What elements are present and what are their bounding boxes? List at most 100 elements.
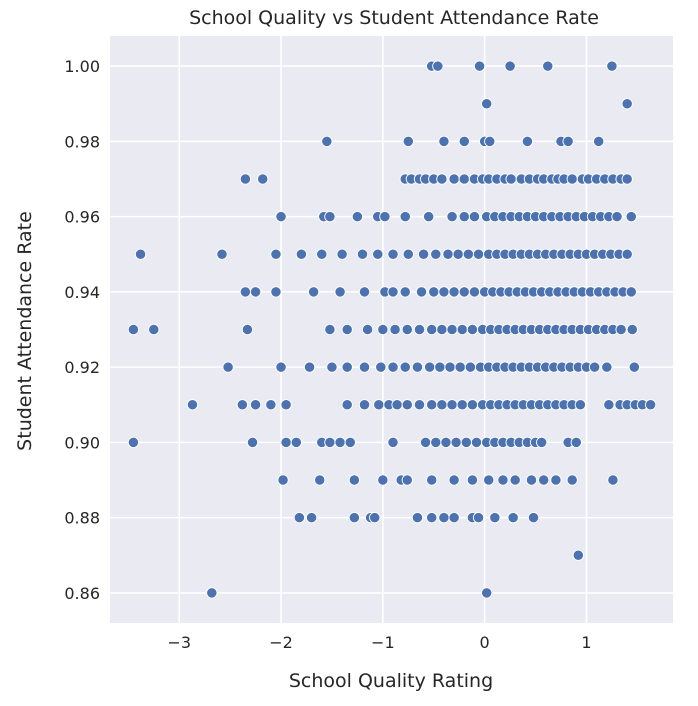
data-point xyxy=(316,248,328,260)
data-point xyxy=(387,361,399,373)
data-point xyxy=(387,286,399,298)
data-point xyxy=(436,323,448,336)
data-point xyxy=(426,399,438,411)
data-point xyxy=(377,323,389,336)
data-point xyxy=(466,399,479,411)
data-point xyxy=(472,511,485,524)
data-point xyxy=(438,135,450,148)
data-point xyxy=(446,399,458,411)
data-point xyxy=(295,248,308,260)
data-point xyxy=(411,361,424,373)
y-tick-label: 0.92 xyxy=(64,358,100,377)
y-tick-label: 0.88 xyxy=(64,509,100,528)
data-point xyxy=(436,399,448,411)
data-point xyxy=(470,436,483,449)
data-point xyxy=(436,173,448,185)
data-point xyxy=(566,474,578,486)
data-point xyxy=(241,323,254,336)
data-point xyxy=(593,135,605,148)
data-point xyxy=(305,511,318,524)
y-axis-title: Student Attendance Rate xyxy=(14,211,36,451)
x-axis-ticks: −3 −2 −1 0 1 xyxy=(167,633,591,652)
data-point xyxy=(391,399,403,411)
data-point xyxy=(280,399,292,411)
data-point xyxy=(324,210,336,223)
x-tick-label: −1 xyxy=(371,633,395,652)
data-point xyxy=(222,361,234,373)
data-point xyxy=(275,210,287,223)
data-point xyxy=(246,436,259,449)
data-point xyxy=(293,511,306,524)
data-point xyxy=(324,323,336,336)
data-point xyxy=(536,436,548,449)
data-point xyxy=(468,210,481,223)
data-point xyxy=(206,587,218,599)
data-point xyxy=(361,323,374,336)
data-point xyxy=(611,210,623,223)
data-point xyxy=(588,361,601,373)
data-point xyxy=(428,286,440,298)
data-point xyxy=(483,474,495,486)
data-point xyxy=(426,474,438,486)
data-point xyxy=(448,173,460,185)
data-point xyxy=(550,474,562,486)
y-tick-label: 0.90 xyxy=(64,433,100,452)
data-point xyxy=(249,286,262,298)
data-point xyxy=(290,436,302,449)
data-point xyxy=(481,587,493,599)
data-point xyxy=(562,135,574,148)
data-point xyxy=(444,361,456,373)
data-point xyxy=(389,323,401,336)
data-point xyxy=(472,248,485,260)
data-point xyxy=(434,361,446,373)
data-point xyxy=(375,361,387,373)
data-point xyxy=(484,135,496,148)
data-point xyxy=(625,286,637,298)
data-point xyxy=(621,98,633,110)
data-point xyxy=(542,60,554,72)
data-point xyxy=(644,399,657,411)
data-point xyxy=(348,511,360,524)
data-point xyxy=(415,286,428,298)
data-point xyxy=(438,511,450,524)
data-point xyxy=(572,549,584,561)
data-point xyxy=(462,248,475,260)
data-point xyxy=(413,399,426,411)
y-tick-label: 0.98 xyxy=(64,132,100,151)
data-point xyxy=(521,135,534,148)
data-point xyxy=(448,511,460,524)
data-point xyxy=(615,323,627,336)
data-point xyxy=(607,474,619,486)
data-point xyxy=(236,399,249,411)
data-point xyxy=(411,511,424,524)
data-point xyxy=(570,436,582,449)
data-point xyxy=(466,323,479,336)
data-point xyxy=(464,361,477,373)
data-point xyxy=(303,361,316,373)
data-point xyxy=(426,323,438,336)
data-point xyxy=(401,399,413,411)
data-point xyxy=(446,210,458,223)
data-point xyxy=(307,286,320,298)
chart-title: School Quality vs Student Attendance Rat… xyxy=(189,7,599,29)
data-point xyxy=(351,210,364,223)
data-point xyxy=(413,323,426,336)
data-point xyxy=(423,210,435,223)
data-point xyxy=(324,436,336,449)
data-point xyxy=(186,399,199,411)
data-point xyxy=(399,286,411,298)
data-point xyxy=(265,399,277,411)
data-point xyxy=(280,436,292,449)
data-point xyxy=(626,323,638,336)
x-tick-label: −2 xyxy=(269,633,293,652)
data-point xyxy=(239,173,252,185)
data-point xyxy=(432,60,444,72)
data-point xyxy=(424,361,436,373)
data-point xyxy=(497,474,509,486)
data-point xyxy=(399,210,411,223)
data-point xyxy=(509,474,521,486)
data-point xyxy=(377,474,389,486)
data-point xyxy=(402,248,414,260)
data-point xyxy=(458,210,470,223)
